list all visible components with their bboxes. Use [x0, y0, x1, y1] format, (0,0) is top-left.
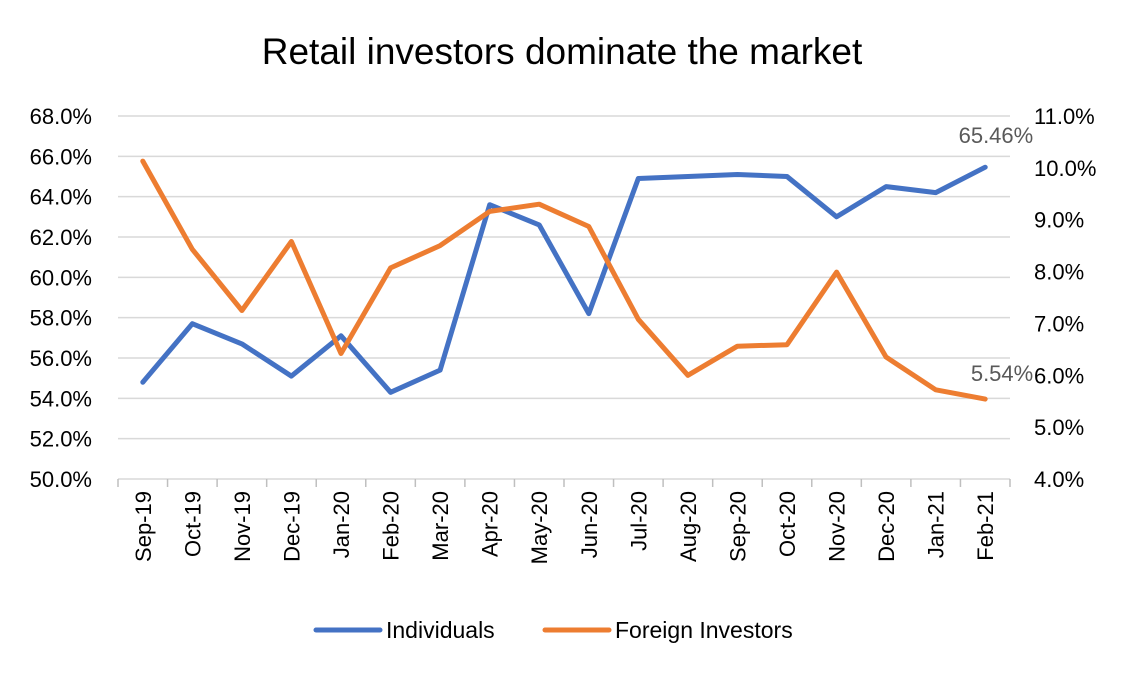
- x-tick-label: Sep-20: [725, 491, 750, 562]
- x-tick-label: Apr-20: [478, 491, 503, 557]
- y-left-tick-label: 62.0%: [30, 225, 92, 250]
- y-left-tick-label: 54.0%: [30, 386, 92, 411]
- end-data-label: 65.46%: [959, 123, 1034, 148]
- y-left-tick-label: 52.0%: [30, 427, 92, 452]
- y-right-tick-label: 8.0%: [1034, 260, 1084, 285]
- x-tick-label: Jan-21: [924, 491, 949, 558]
- y-right-tick-label: 4.0%: [1034, 467, 1084, 492]
- y-left-tick-label: 56.0%: [30, 346, 92, 371]
- series-line-1: [140, 164, 988, 395]
- y-left-tick-label: 64.0%: [30, 185, 92, 210]
- x-tick-label: Oct-19: [180, 491, 205, 557]
- x-tick-label: Nov-20: [825, 491, 850, 562]
- x-tick-label: Jul-20: [626, 491, 651, 551]
- x-tick-label: Dec-19: [279, 491, 304, 562]
- y-left-tick-label: 58.0%: [30, 306, 92, 331]
- x-tick-label: Sep-19: [131, 491, 156, 562]
- legend-label: Foreign Investors: [615, 617, 793, 643]
- legend: Individuals Foreign Investors: [313, 617, 793, 643]
- end-data-label: 5.54%: [971, 361, 1033, 386]
- y-right-tick-label: 10.0%: [1034, 156, 1096, 181]
- y-left-tick-label: 66.0%: [30, 144, 92, 169]
- y-right-tick-label: 7.0%: [1034, 311, 1084, 336]
- legend-label: Individuals: [386, 617, 495, 643]
- y-right-tick-label: 9.0%: [1034, 208, 1084, 233]
- chart-title: Retail investors dominate the market: [262, 31, 863, 72]
- x-tick-label: Nov-19: [230, 491, 255, 562]
- x-tick-label: Oct-20: [775, 491, 800, 557]
- x-tick-label: May-20: [527, 491, 552, 564]
- y-right-tick-label: 11.0%: [1034, 104, 1095, 129]
- x-tick-label: Dec-20: [874, 491, 899, 562]
- y-left-tick-label: 50.0%: [30, 467, 92, 492]
- y-left-tick-label: 60.0%: [30, 265, 92, 290]
- y-right-tick-label: 6.0%: [1034, 363, 1084, 388]
- series-lines: [140, 158, 988, 402]
- x-tick-label: Aug-20: [676, 491, 701, 562]
- y-left-tick-label: 68.0%: [30, 104, 92, 129]
- x-tick-label: Jan-20: [329, 491, 354, 558]
- x-tick-label: Mar-20: [428, 491, 453, 561]
- y-right-tick-label: 5.0%: [1034, 415, 1084, 440]
- x-tick-label: Feb-21: [973, 491, 998, 561]
- y-axis-left-ticks: 50.0% 52.0% 54.0% 56.0% 58.0% 60.0% 62.0% 64.0%…: [30, 104, 92, 492]
- y-axis-right-ticks: 4.0% 5.0% 6.0% 7.0% 8.0% 9.0% 10.0% 11.0%: [1034, 104, 1096, 492]
- x-tick-label: Feb-20: [379, 491, 404, 561]
- data-labels: 65.46% 5.54%: [959, 123, 1034, 386]
- x-axis: Sep-19 Oct-19 Nov-19 Dec-19 Jan-20 Feb-20 Mar-…: [117, 479, 1011, 564]
- series-line-2: [140, 158, 988, 402]
- x-tick-label: Jun-20: [577, 491, 602, 558]
